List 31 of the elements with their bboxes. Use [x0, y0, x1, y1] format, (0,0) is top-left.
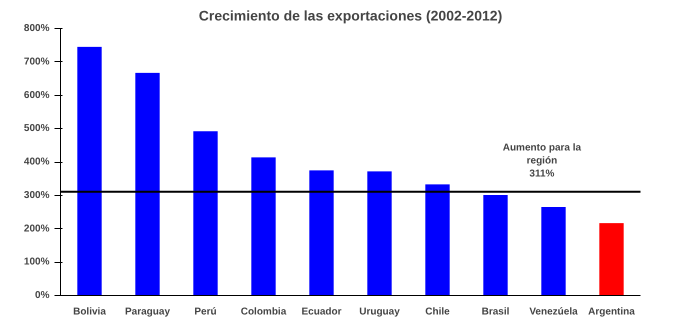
bar	[309, 170, 334, 296]
x-tick-label: Ecuador	[301, 306, 342, 318]
bar	[367, 171, 392, 296]
bar	[135, 72, 160, 296]
y-tick-label: 700%	[24, 56, 50, 68]
x-tick-label: Bolivia	[73, 306, 106, 318]
chart-title: Crecimiento de las exportaciones (2002-2012)	[198, 8, 502, 24]
y-tick-label: 600%	[24, 90, 50, 101]
y-tick-label: 200%	[24, 223, 50, 234]
bar	[251, 157, 276, 296]
ref-line-label: Aumento para la región 311%	[502, 142, 582, 180]
x-tick-label: Venezúela	[529, 306, 578, 318]
bar	[599, 223, 624, 296]
x-tick-label: Chile	[425, 306, 450, 318]
bar	[425, 184, 450, 296]
y-tick-label: 300%	[24, 190, 50, 201]
bar	[193, 131, 218, 296]
y-tick-label: 400%	[24, 156, 50, 168]
x-tick-label: Perú	[194, 306, 217, 318]
bar	[77, 46, 102, 296]
y-tick-label: 500%	[24, 123, 50, 134]
bar	[541, 207, 566, 296]
x-tick-label: Brasil	[482, 306, 510, 318]
y-tick-label: 0%	[35, 290, 50, 301]
y-tick-label: 100%	[24, 256, 50, 268]
y-tick-label: 800%	[24, 23, 50, 34]
x-tick-label: Uruguay	[359, 306, 400, 318]
x-tick-label: Paraguay	[124, 306, 170, 318]
bar	[483, 195, 508, 296]
x-tick-label: Colombia	[240, 306, 287, 318]
x-tick-label: Argentina	[588, 306, 636, 318]
